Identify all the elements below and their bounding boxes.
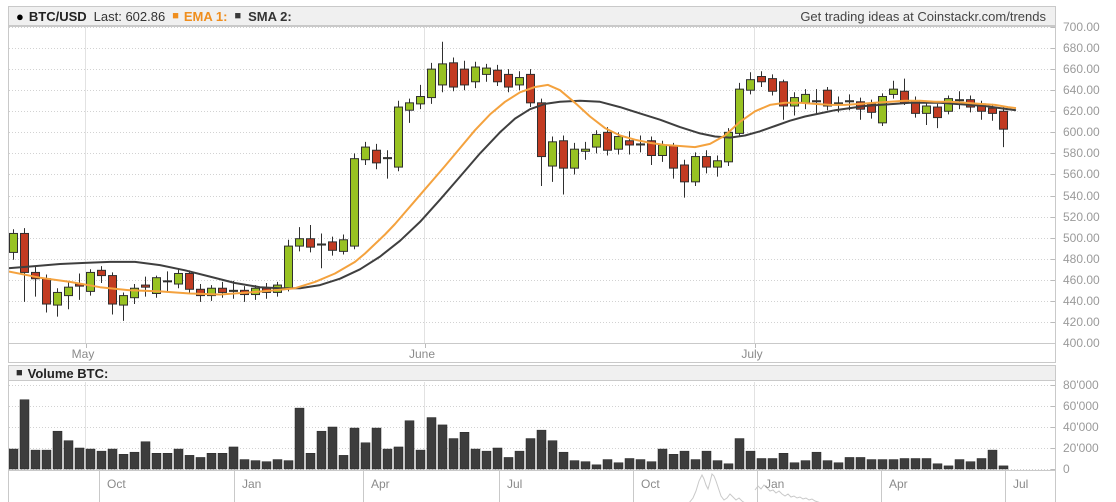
promo-link[interactable]: Get trading ideas at Coinstackr.com/tren… [800,8,1046,24]
price-tick-label: 640.00 [1063,83,1100,97]
navigator-month-label: Oct [107,477,126,491]
last-value: 602.86 [125,8,166,24]
last-label: Last: [93,8,122,24]
navigator-strip[interactable]: Oct Jan Apr Jul Oct Jan Apr Jul [8,470,1056,502]
volume-axis-labels: 80'000 60'000 40'000 20'000 0 [1058,378,1116,475]
sma-series-marker-icon: ■ [234,9,242,22]
price-tick-label: 480.00 [1063,252,1100,266]
volume-label: Volume BTC: [27,365,109,381]
price-tick-label: 660.00 [1063,62,1100,76]
price-tick-label: 620.00 [1063,104,1100,118]
price-tick-label: 520.00 [1063,210,1100,224]
month-tick [425,344,426,348]
ema-legend-label: EMA 1: [183,8,228,24]
last-price-label: Last: 602.86 [94,9,166,24]
volume-tick-label: 0 [1063,462,1070,476]
price-tick-label: 500.00 [1063,231,1100,245]
price-tick-label: 460.00 [1063,273,1100,287]
price-tick-label: 580.00 [1063,146,1100,160]
price-chart-canvas[interactable] [8,26,1056,344]
volume-tick-label: 80'000 [1063,378,1099,392]
price-tick-label: 440.00 [1063,294,1100,308]
price-series-marker-icon: ● [16,8,24,24]
price-tick-label: 680.00 [1063,41,1100,55]
month-label: May [71,347,95,361]
price-tick-label: 600.00 [1063,125,1100,139]
navigator-month-label: Jul [1013,477,1029,491]
symbol-label: BTC/USD [28,8,87,24]
navigator-month-label: Jan [765,477,785,491]
month-label: July [741,347,763,361]
volume-chart-canvas[interactable] [8,381,1056,470]
ema-series-marker-icon: ■ [172,9,179,22]
month-tick [86,344,87,348]
price-tick-label: 700.00 [1063,20,1100,34]
price-tick-label: 400.00 [1063,336,1100,350]
navigator-month-label: Jul [507,477,523,491]
price-chart-legend: ● BTC/USD Last: 602.86 ■ EMA 1: ■ SMA 2:… [8,6,1056,26]
price-axis-labels: 700.00 680.00 660.00 640.00 620.00 600.00 580.… [1058,21,1116,349]
navigator-month-label: Apr [889,477,908,491]
month-label: June [408,347,436,361]
volume-series-marker-icon: ■ [16,366,23,379]
sma-legend-label: SMA 2: [248,8,292,24]
volume-tick-label: 60'000 [1063,399,1099,413]
volume-tick-label: 40'000 [1063,420,1099,434]
navigator-month-label: Oct [641,477,660,491]
price-tick-label: 560.00 [1063,167,1100,181]
navigator-canvas[interactable] [9,471,1055,502]
volume-tick-label: 20'000 [1063,441,1099,455]
price-tick-label: 540.00 [1063,189,1100,203]
navigator-month-label: Apr [371,477,390,491]
volume-legend: ■ Volume BTC: [8,365,1056,381]
price-tick-label: 420.00 [1063,315,1100,329]
price-xaxis: May June July [8,344,1056,363]
navigator-month-label: Jan [242,477,262,491]
month-tick [755,344,756,348]
